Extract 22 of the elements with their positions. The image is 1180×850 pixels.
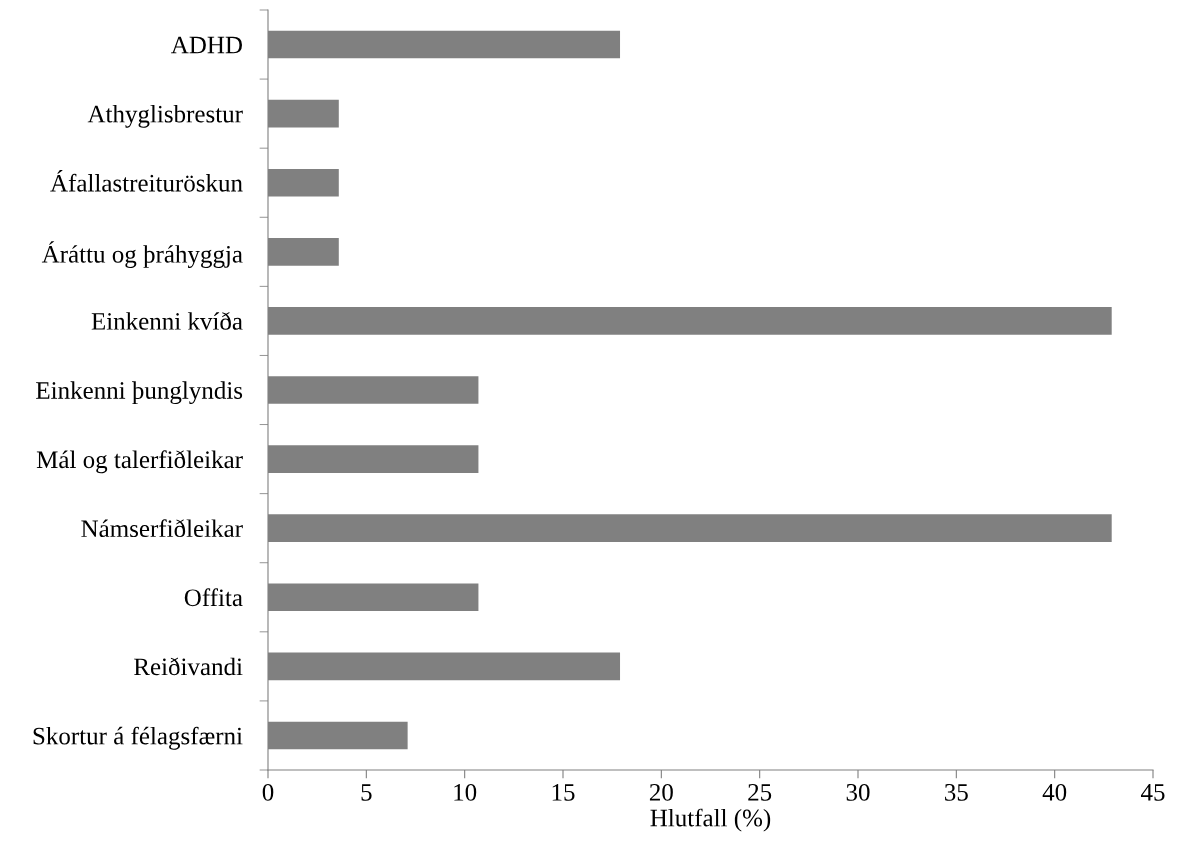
x-axis-title: Hlutfall (%) xyxy=(650,808,771,832)
x-tick-label: 25 xyxy=(748,783,772,801)
y-tick-label: Áfallastreituröskun xyxy=(50,170,243,192)
y-tick-label: Skortur á félagsfærni xyxy=(33,726,243,750)
y-tick-label: Einkenni kvíða xyxy=(91,311,243,330)
x-tick-label: 10 xyxy=(454,783,477,801)
y-tick-label: Mál og talerfiðleikar xyxy=(36,450,243,474)
x-tick-label: 5 xyxy=(361,784,372,801)
y-tick-label: Námserfiðleikar xyxy=(81,519,243,538)
y-tick-label: ADHD xyxy=(171,36,242,54)
y-tick-label: Athyglisbrestur xyxy=(87,104,243,128)
y-tick-label: Einkenni þunglyndis xyxy=(36,381,243,405)
x-tick-label: 40 xyxy=(1042,783,1067,801)
y-tick-label: Offita xyxy=(184,588,243,607)
x-tick-label: 20 xyxy=(649,783,673,801)
x-tick-label: 35 xyxy=(945,783,968,801)
x-tick-label: 15 xyxy=(552,784,575,801)
x-tick-label: 45 xyxy=(1140,784,1165,801)
y-tick-label: Áráttu og þráhyggja xyxy=(41,241,243,268)
x-tick-label: 0 xyxy=(262,783,274,801)
x-tick-label: 30 xyxy=(846,783,870,801)
y-tick-label: Reiðivandi xyxy=(134,657,243,676)
